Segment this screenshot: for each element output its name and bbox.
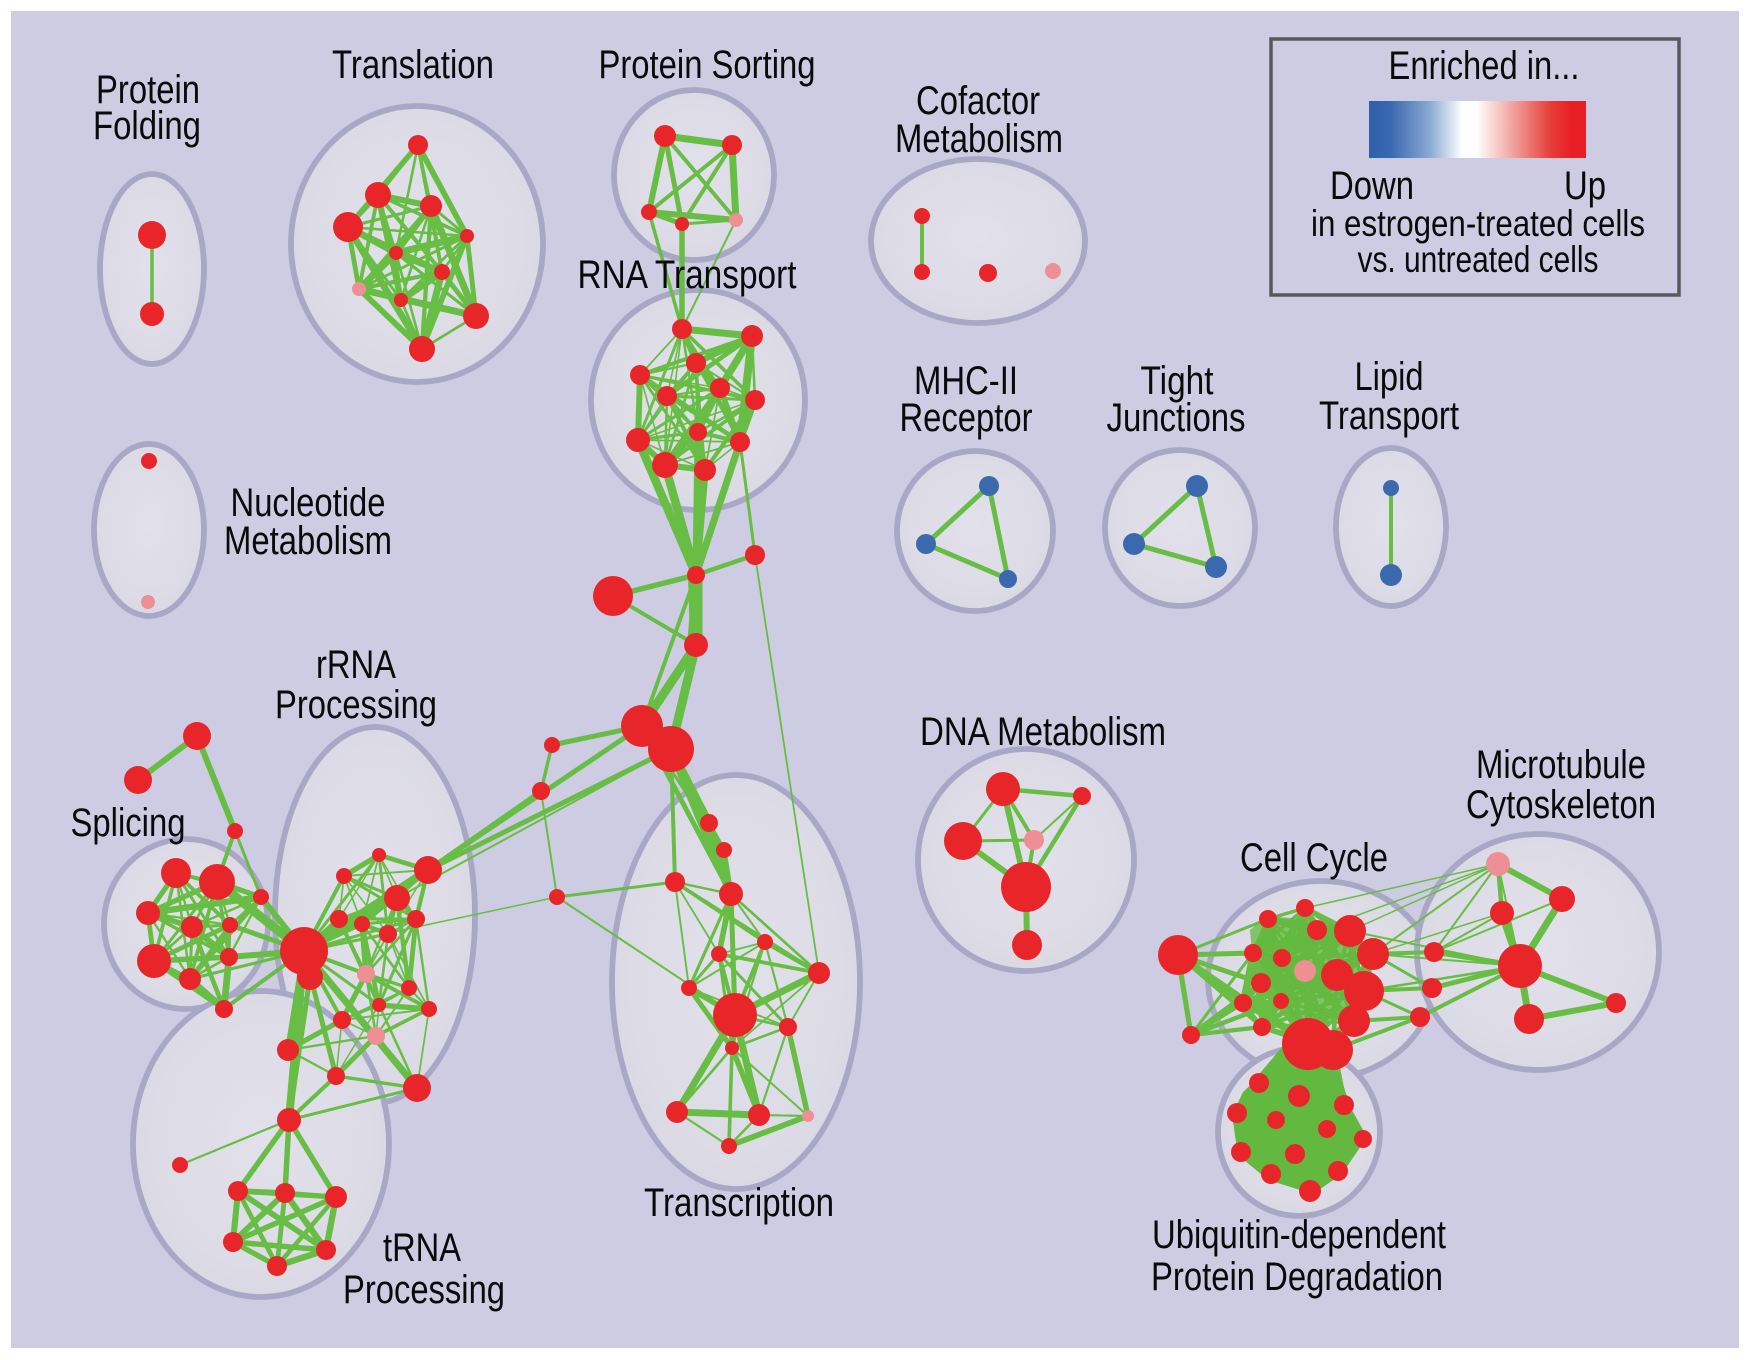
svg-text:Cell Cycle: Cell Cycle (1240, 836, 1388, 880)
svg-text:Tight: Tight (1141, 359, 1214, 403)
svg-text:Metabolism: Metabolism (224, 519, 392, 563)
svg-text:Transport: Transport (1319, 394, 1459, 438)
svg-text:Transcription: Transcription (644, 1181, 834, 1225)
svg-text:Receptor: Receptor (900, 396, 1033, 440)
svg-text:Ubiquitin-dependent: Ubiquitin-dependent (1152, 1213, 1446, 1257)
svg-text:Translation: Translation (332, 43, 494, 87)
svg-text:Metabolism: Metabolism (895, 117, 1063, 161)
svg-text:Enriched in...: Enriched in... (1389, 44, 1580, 88)
svg-text:vs. untreated cells: vs. untreated cells (1358, 239, 1599, 280)
svg-text:Down: Down (1330, 164, 1414, 208)
svg-text:Cytoskeleton: Cytoskeleton (1466, 783, 1656, 827)
svg-text:Folding: Folding (93, 104, 201, 148)
svg-text:Splicing: Splicing (71, 801, 186, 845)
svg-text:Cofactor: Cofactor (916, 79, 1040, 123)
svg-text:in estrogen-treated cells: in estrogen-treated cells (1311, 203, 1645, 244)
svg-text:Up: Up (1564, 164, 1606, 208)
svg-text:Nucleotide: Nucleotide (231, 481, 386, 525)
svg-text:MHC-II: MHC-II (914, 359, 1018, 403)
svg-text:Lipid: Lipid (1355, 355, 1424, 399)
svg-text:Processing: Processing (343, 1268, 505, 1312)
svg-text:tRNA: tRNA (383, 1226, 461, 1270)
svg-text:Protein Degradation: Protein Degradation (1151, 1255, 1443, 1299)
svg-text:Junctions: Junctions (1107, 396, 1246, 440)
svg-text:rRNA: rRNA (316, 643, 396, 687)
svg-text:Processing: Processing (275, 683, 437, 727)
svg-text:Protein Sorting: Protein Sorting (599, 43, 816, 87)
svg-text:RNA Transport: RNA Transport (578, 253, 797, 297)
svg-text:Microtubule: Microtubule (1476, 743, 1646, 787)
svg-text:Protein: Protein (96, 68, 200, 112)
svg-text:DNA Metabolism: DNA Metabolism (920, 710, 1166, 754)
